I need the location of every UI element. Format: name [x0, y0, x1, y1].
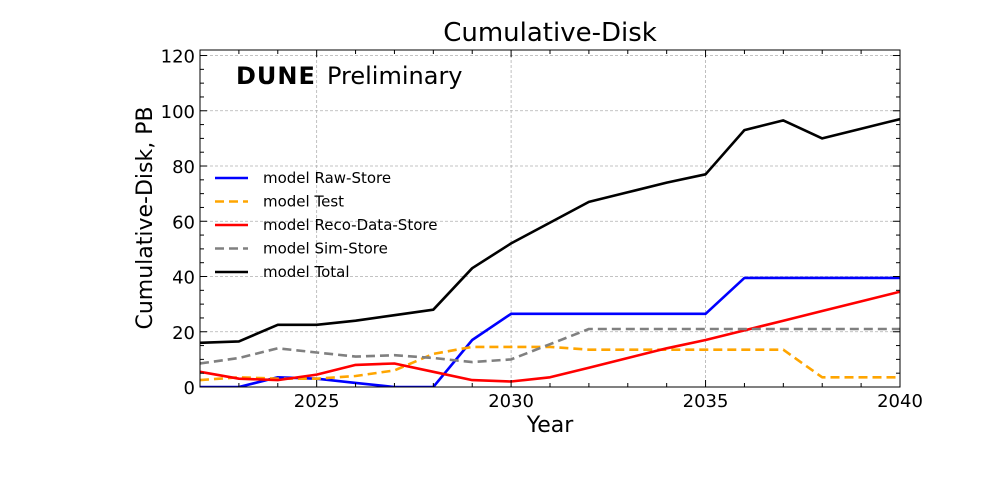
x-tick-label: 2035: [683, 391, 729, 412]
y-tick-label: 0: [184, 378, 195, 399]
x-tick-label: 2030: [488, 391, 534, 412]
legend-label-model-test: model Test: [263, 193, 344, 211]
legend-label-model-total: model Total: [263, 263, 350, 281]
y-tick-label: 120: [161, 47, 195, 68]
y-tick-label: 60: [172, 212, 195, 233]
y-tick-label: 40: [172, 268, 195, 289]
x-tick-label: 2040: [877, 391, 923, 412]
y-tick-label: 80: [172, 157, 195, 178]
axis-ticks: [199, 50, 901, 388]
series-line-model-total: [200, 117, 900, 345]
x-tick-label: 2025: [294, 391, 340, 412]
series-line-model-test: [200, 345, 900, 382]
y-tick-label: 100: [161, 102, 195, 123]
legend-label-model-raw-store: model Raw-Store: [263, 169, 391, 187]
series-line-model-reco-data-store: [200, 290, 900, 383]
chart-title: Cumulative-Disk: [443, 18, 657, 48]
y-axis-label: Cumulative-Disk, PB: [133, 106, 158, 329]
legend: model Raw-Store model Test model Reco-Data…: [215, 169, 437, 281]
series-line-model-raw-store: [200, 276, 900, 387]
legend-label-model-reco-data-store: model Reco-Data-Store: [263, 216, 437, 234]
x-axis-label: Year: [526, 413, 575, 438]
legend-label-model-sim-store: model Sim-Store: [263, 240, 388, 258]
dune-preliminary-annotation: DUNE Preliminary: [236, 62, 463, 90]
plot-area: [200, 117, 900, 387]
preliminary-label: Preliminary: [327, 62, 463, 90]
dune-logo-text: DUNE: [236, 62, 316, 90]
y-tick-label: 20: [172, 323, 195, 344]
series-line-model-sim-store: [200, 327, 900, 365]
